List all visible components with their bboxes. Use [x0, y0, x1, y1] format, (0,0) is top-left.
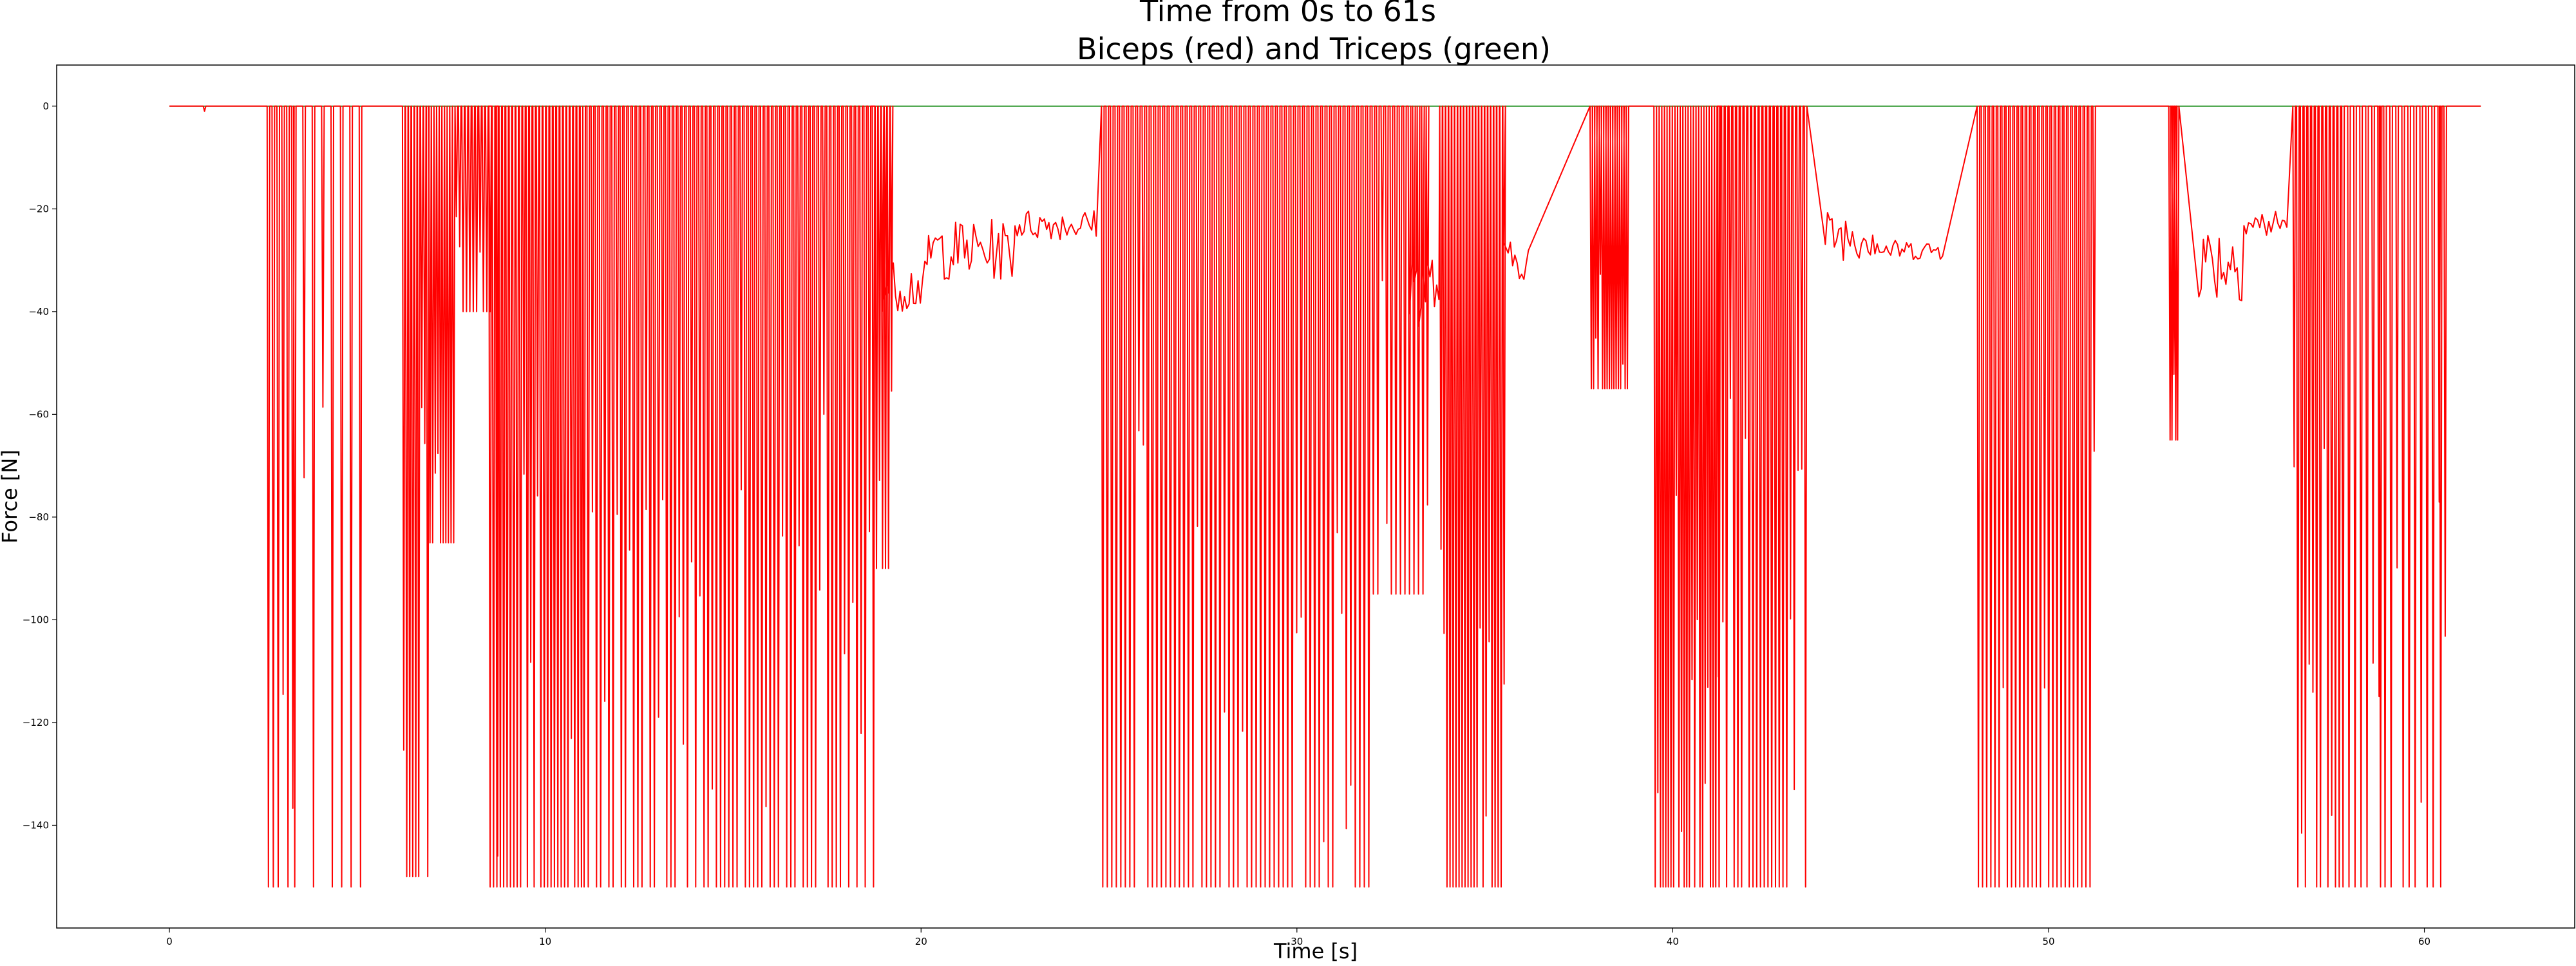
- plot-area: [56, 64, 2575, 929]
- x-tick-label: 0: [166, 936, 173, 947]
- y-axis: 0 −20 −40 −60 −80 −100 −120 −140: [23, 100, 57, 831]
- x-tick-label: 20: [915, 936, 927, 947]
- y-tick-label: −120: [23, 717, 49, 728]
- x-tick-label: 30: [1291, 936, 1303, 947]
- x-tick-label: 40: [1667, 936, 1679, 947]
- series-line-biceps: [169, 105, 2481, 888]
- y-axis-label: Force [N]: [0, 450, 22, 544]
- y-tick-label: 0: [43, 100, 49, 112]
- y-tick-label: −100: [23, 614, 49, 625]
- x-tick-label: 50: [2042, 936, 2054, 947]
- x-tick-label: 60: [2418, 936, 2430, 947]
- y-tick-label: −20: [28, 203, 49, 214]
- x-axis-label: Time [s]: [1273, 939, 1358, 963]
- series-layer: [169, 105, 2481, 888]
- plot-frame: [56, 64, 2575, 929]
- x-tick-label: 10: [539, 936, 551, 947]
- chart-subtitle: Biceps (red) and Triceps (green): [1077, 32, 1551, 66]
- chart-title: Time from 0s to 61s: [1139, 0, 1436, 28]
- y-tick-label: −80: [28, 511, 49, 523]
- x-axis: 0 10 20 30 40 50 60: [166, 928, 2430, 947]
- y-tick-label: −140: [23, 819, 49, 831]
- y-tick-label: −40: [28, 306, 49, 317]
- y-tick-label: −60: [28, 408, 49, 420]
